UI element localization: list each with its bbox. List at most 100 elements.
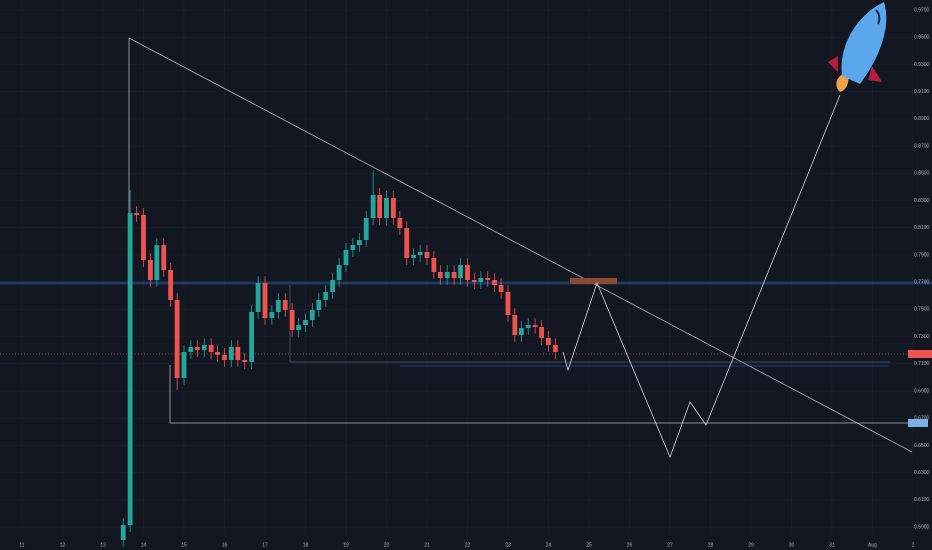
candle-body: [397, 217, 403, 229]
candle-body: [384, 197, 389, 218]
y-tick-label: 0.8100: [914, 225, 930, 231]
candle-body: [451, 271, 457, 278]
x-tick-label: 31: [829, 542, 835, 548]
x-tick-label: 29: [748, 542, 754, 548]
x-tick-label: 30: [789, 542, 795, 548]
candle-body: [303, 320, 308, 326]
candle-body: [525, 325, 531, 329]
candle-body: [471, 280, 477, 283]
x-tick-label: 25: [586, 542, 592, 548]
y-tick-label: 0.7500: [914, 307, 930, 313]
x-tick-label: 16: [222, 542, 228, 548]
candle-body: [154, 245, 160, 281]
candle-body: [512, 314, 518, 335]
candle-body: [485, 277, 491, 281]
x-tick-label: 13: [100, 542, 106, 548]
y-tick-label: 0.9300: [914, 62, 930, 68]
x-tick-label: 14: [141, 542, 147, 548]
candle-body: [390, 197, 396, 218]
candle-body: [343, 249, 349, 266]
y-tick-label: 0.7100: [914, 361, 930, 367]
candle-body: [289, 309, 295, 330]
candle-body: [242, 360, 248, 363]
candle-body: [316, 300, 322, 310]
candle-body: [168, 269, 174, 301]
candle-body: [147, 260, 153, 281]
candle-body: [546, 337, 551, 346]
candle-body: [539, 326, 545, 338]
candle-body: [309, 309, 315, 321]
x-tick-label: 17: [262, 542, 268, 548]
x-tick-label: 23: [505, 542, 511, 548]
candle-body: [255, 283, 261, 312]
candle-body: [458, 265, 464, 278]
candle-body: [370, 194, 376, 218]
candle-body: [235, 346, 241, 361]
candle-body: [127, 213, 133, 526]
y-tick-label: 0.9100: [914, 89, 930, 95]
y-tick-label: 0.8300: [914, 198, 930, 204]
candle-body: [188, 346, 194, 352]
candle-body: [275, 300, 281, 312]
trend-line: [128, 37, 913, 453]
candle-body: [134, 213, 140, 215]
candle-body: [350, 245, 356, 250]
x-tick-label: 11: [19, 542, 24, 548]
candle-body: [141, 214, 146, 261]
candle-body: [336, 265, 342, 281]
x-tick-label: 22: [465, 542, 471, 548]
y-tick-label: 0.9700: [914, 7, 930, 13]
x-tick-label: 28: [708, 542, 714, 548]
candle-body: [323, 291, 329, 301]
x-tick-label: 19: [343, 542, 349, 548]
candle-body: [282, 300, 288, 310]
support-line: [169, 365, 912, 424]
candle-body: [174, 300, 180, 378]
candle-body: [296, 325, 302, 330]
candle-body: [431, 257, 437, 272]
y-tick-label: 0.8500: [914, 171, 930, 177]
range-line: [289, 285, 890, 363]
candle-body: [269, 311, 275, 318]
x-tick-label: 18: [303, 542, 309, 548]
candle-body: [417, 251, 423, 255]
rocket: [828, 2, 887, 92]
level-tag: [908, 419, 928, 427]
y-tick-label: 0.8700: [914, 143, 930, 149]
candle-body: [411, 254, 417, 258]
y-tick-label: 0.5900: [914, 524, 930, 530]
x-tick-label: Aug: [868, 542, 877, 548]
x-tick-label: 27: [667, 542, 673, 548]
x-tick-label: 15: [181, 542, 187, 548]
candle-body: [181, 351, 187, 378]
candle-body: [222, 354, 227, 361]
candle-body: [492, 280, 498, 286]
y-tick-label: 0.6100: [914, 497, 930, 503]
y-tick-label: 0.6700: [914, 416, 930, 422]
candle-body: [424, 251, 430, 258]
candle-body: [208, 345, 214, 352]
target-box: [570, 278, 617, 284]
candle-body: [120, 525, 126, 541]
candle-body: [498, 285, 504, 292]
candle-body: [228, 346, 234, 361]
candle-body: [201, 345, 207, 350]
x-tick-label: 24: [546, 542, 552, 548]
candle-body: [356, 240, 362, 246]
y-tick-label: 0.6300: [914, 470, 930, 476]
y-tick-label: 0.6900: [914, 388, 930, 394]
candle-body: [518, 328, 524, 335]
x-tick-label: 2: [912, 542, 915, 548]
candle-body: [532, 325, 538, 327]
y-tick-label: 0.9500: [914, 35, 930, 41]
candle-body: [444, 271, 450, 278]
candle-body: [215, 351, 221, 355]
y-tick-label: 0.7300: [914, 334, 930, 340]
candle-body: [194, 346, 200, 350]
candle-body: [377, 194, 383, 218]
x-tick-label: 26: [627, 542, 633, 548]
x-tick-label: 20: [384, 542, 390, 548]
candle-body: [437, 271, 443, 278]
x-tick-label: 21: [424, 542, 430, 548]
